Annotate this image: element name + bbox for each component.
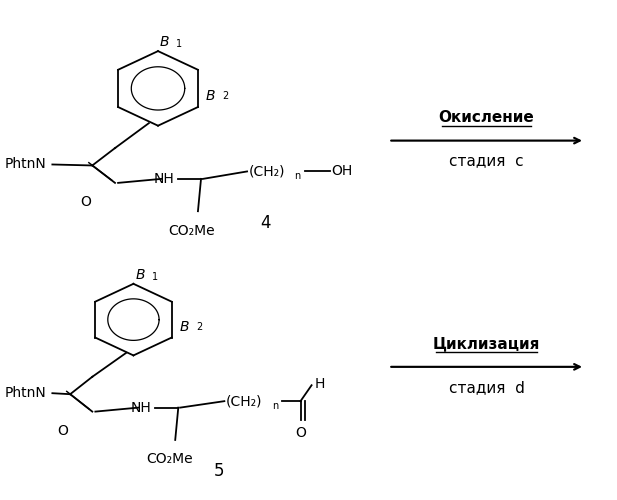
Text: OH: OH [331, 164, 352, 178]
Text: PhtnN: PhtnN [4, 386, 46, 400]
Text: (CH₂): (CH₂) [249, 164, 286, 178]
Text: n: n [294, 172, 300, 181]
Text: B: B [180, 320, 189, 334]
Text: Циклизация: Циклизация [433, 336, 540, 351]
Text: (CH₂): (CH₂) [226, 394, 263, 408]
Text: 4: 4 [260, 214, 271, 232]
Text: Окисление: Окисление [439, 110, 534, 124]
Text: B: B [206, 89, 215, 103]
Text: H: H [315, 377, 325, 391]
Text: 1: 1 [152, 272, 158, 282]
Text: n: n [271, 401, 278, 411]
Text: NH: NH [154, 172, 175, 186]
Text: 1: 1 [176, 39, 183, 49]
Text: O: O [57, 424, 68, 438]
Text: CO₂Me: CO₂Me [146, 452, 193, 466]
Text: B: B [160, 35, 169, 49]
Text: B: B [135, 268, 145, 282]
Text: NH: NH [131, 400, 152, 414]
Text: O: O [295, 426, 306, 440]
Text: 2: 2 [223, 91, 229, 101]
Text: стадия  c: стадия c [449, 153, 524, 168]
Text: CO₂Me: CO₂Me [168, 224, 215, 237]
Text: PhtnN: PhtnN [4, 158, 46, 172]
Text: O: O [81, 196, 91, 209]
Text: стадия  d: стадия d [449, 380, 524, 396]
Text: 2: 2 [196, 322, 202, 332]
Text: 5: 5 [214, 462, 225, 480]
